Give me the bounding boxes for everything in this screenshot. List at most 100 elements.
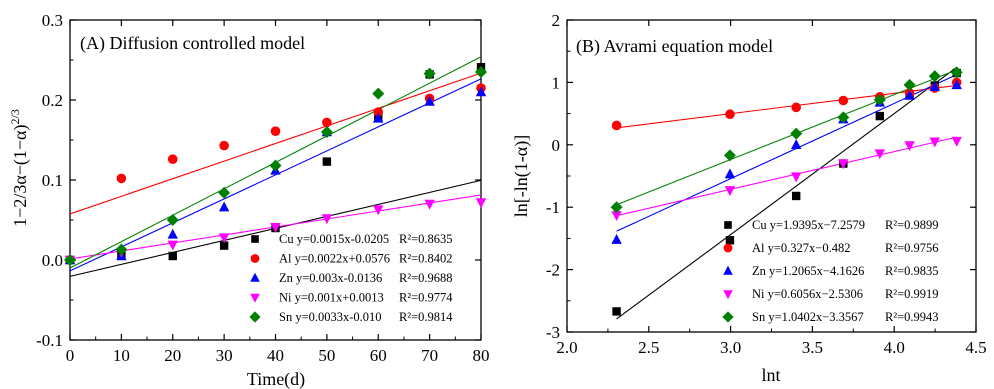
data-point-al xyxy=(167,154,178,164)
data-point-cu xyxy=(322,157,332,166)
x-tick-label: 80 xyxy=(473,346,490,365)
y-tick-label: 0.3 xyxy=(42,11,63,30)
x-tick-label: 4.0 xyxy=(884,338,905,357)
data-point-zn xyxy=(904,89,915,100)
data-point-sn xyxy=(64,254,76,266)
data-point-al xyxy=(611,120,622,131)
x-tick-label: 70 xyxy=(421,346,438,365)
data-point-ni xyxy=(791,172,802,183)
legend-r2-ni: R²=0.9919 xyxy=(885,287,939,301)
data-point-ni xyxy=(724,186,736,197)
legend-marker-zn xyxy=(250,272,260,282)
panel-a-y-axis-label: 1−2/3α−(1−α)2/3 xyxy=(8,109,31,227)
x-tick-label: 2.5 xyxy=(638,338,659,357)
legend-label-sn: Sn y=1.0402x−3.3567 xyxy=(752,310,864,324)
legend-marker-al xyxy=(250,254,260,263)
panel-b-legend: Cu y=1.9395x−7.2579 R²=0.9899 Al y=0.327x−… xyxy=(722,218,939,324)
legend-r2-cu: R²=0.8635 xyxy=(399,232,453,246)
data-point-ni xyxy=(167,240,178,251)
panel-a-data-points xyxy=(64,63,487,266)
fit-line-ni xyxy=(616,136,957,217)
data-point-ni xyxy=(874,149,886,160)
data-point-zn xyxy=(929,81,940,91)
y-tick-label: -2 xyxy=(546,261,560,280)
panel-b-ticks: 2.0 2.5 3.0 3.5 4.0 4.5 -3 -2 -1 0 1 2 xyxy=(546,11,987,357)
data-point-ni xyxy=(904,141,915,152)
panel-b-plot-frame xyxy=(566,19,977,333)
panel-a-legend: Cu y=0.0015x-0.0205 R²=0.8635 Al y=0.0022x… xyxy=(249,232,453,324)
data-point-sn xyxy=(928,70,941,83)
data-point-sn xyxy=(218,186,231,199)
data-point-ni xyxy=(218,233,230,244)
data-point-cu xyxy=(219,241,229,250)
panel-a-title: (A) Diffusion controlled model xyxy=(80,33,305,54)
y-tick-label: 2 xyxy=(552,11,561,30)
legend-marker-cu xyxy=(251,235,259,243)
data-point-sn xyxy=(837,111,850,124)
legend-label-ni: Ni y=0.6056x−2.5306 xyxy=(752,287,863,301)
legend-r2-zn: R²=0.9835 xyxy=(885,264,939,278)
panel-b-x-axis-label: lnt xyxy=(761,365,780,385)
fit-line-al xyxy=(69,72,482,215)
y-tick-label: -0.1 xyxy=(36,331,63,350)
data-point-cu xyxy=(168,251,177,261)
data-point-sn xyxy=(903,78,916,91)
data-point-cu xyxy=(725,236,735,245)
legend-label-cu: Cu y=0.0015x-0.0205 xyxy=(279,232,389,246)
legend-marker-zn xyxy=(723,265,733,275)
legend-r2-sn: R²=0.9814 xyxy=(399,310,453,324)
panel-a-ticks: 0 10 20 30 40 50 60 70 80 -0.1 0.0 0.1 0.2 0.3 xyxy=(36,11,489,365)
data-point-ni xyxy=(838,159,849,170)
y-tick-label: -3 xyxy=(546,323,560,342)
legend-label-ni: Ni y=0.001x+0.0013 xyxy=(279,291,384,305)
data-point-sn xyxy=(320,126,333,138)
panel-b-data-points xyxy=(610,66,963,316)
data-point-ni xyxy=(611,211,622,222)
legend-label-zn: Zn y=0.003x-0.0136 xyxy=(279,271,382,285)
y-tick-label: -1 xyxy=(546,198,560,217)
legend-label-zn: Zn y=1.2065x−4.1626 xyxy=(752,264,864,278)
x-tick-label: 40 xyxy=(267,346,284,365)
panel-b-y-axis-label: ln[-ln(1-α)] xyxy=(511,135,532,217)
data-point-sn xyxy=(372,87,385,100)
data-point-zn xyxy=(167,228,178,239)
legend-r2-al: R²=0.9756 xyxy=(885,241,939,255)
data-point-al xyxy=(725,109,735,120)
data-point-zn xyxy=(611,233,622,244)
data-point-zn xyxy=(791,139,802,149)
fit-line-sn xyxy=(616,69,957,206)
x-tick-label: 3.0 xyxy=(720,338,741,357)
data-point-al xyxy=(373,107,384,117)
legend-r2-al: R²=0.8402 xyxy=(399,252,453,266)
panel-a-y-axis-label-main: 1−2/3α−(1−α) xyxy=(10,125,31,227)
data-point-al xyxy=(219,140,229,151)
x-tick-label: 2.0 xyxy=(556,338,577,357)
panel-a-x-axis-label: Time(d) xyxy=(247,369,305,389)
panel-a-y-axis-label-sup: 2/3 xyxy=(8,109,22,124)
x-tick-label: 20 xyxy=(164,346,181,365)
x-tick-label: 30 xyxy=(216,346,233,365)
data-point-cu xyxy=(875,111,885,121)
data-point-sn xyxy=(166,214,179,226)
fit-line-cu xyxy=(616,66,958,320)
data-point-sn xyxy=(423,67,436,80)
y-tick-label: 0.0 xyxy=(42,251,63,270)
data-point-cu xyxy=(612,307,621,316)
legend-r2-sn: R²=0.9943 xyxy=(885,310,939,324)
legend-r2-ni: R²=0.9774 xyxy=(399,291,453,305)
data-point-ni xyxy=(424,199,435,210)
fit-line-zn xyxy=(616,74,957,232)
legend-label-sn: Sn y=0.0033x-0.010 xyxy=(279,310,382,324)
x-tick-label: 0 xyxy=(66,346,75,365)
legend-marker-ni xyxy=(250,293,260,303)
panel-b-title: (B) Avrami equation model xyxy=(576,36,773,57)
y-tick-label: 0.2 xyxy=(42,91,63,110)
data-point-al xyxy=(116,173,127,184)
data-point-al xyxy=(791,102,802,113)
data-point-sn xyxy=(950,66,963,79)
legend-r2-cu: R²=0.9899 xyxy=(885,218,939,232)
panel-b-fit-lines xyxy=(616,66,958,320)
data-point-sn xyxy=(115,243,128,256)
y-tick-label: 0.1 xyxy=(42,171,63,190)
